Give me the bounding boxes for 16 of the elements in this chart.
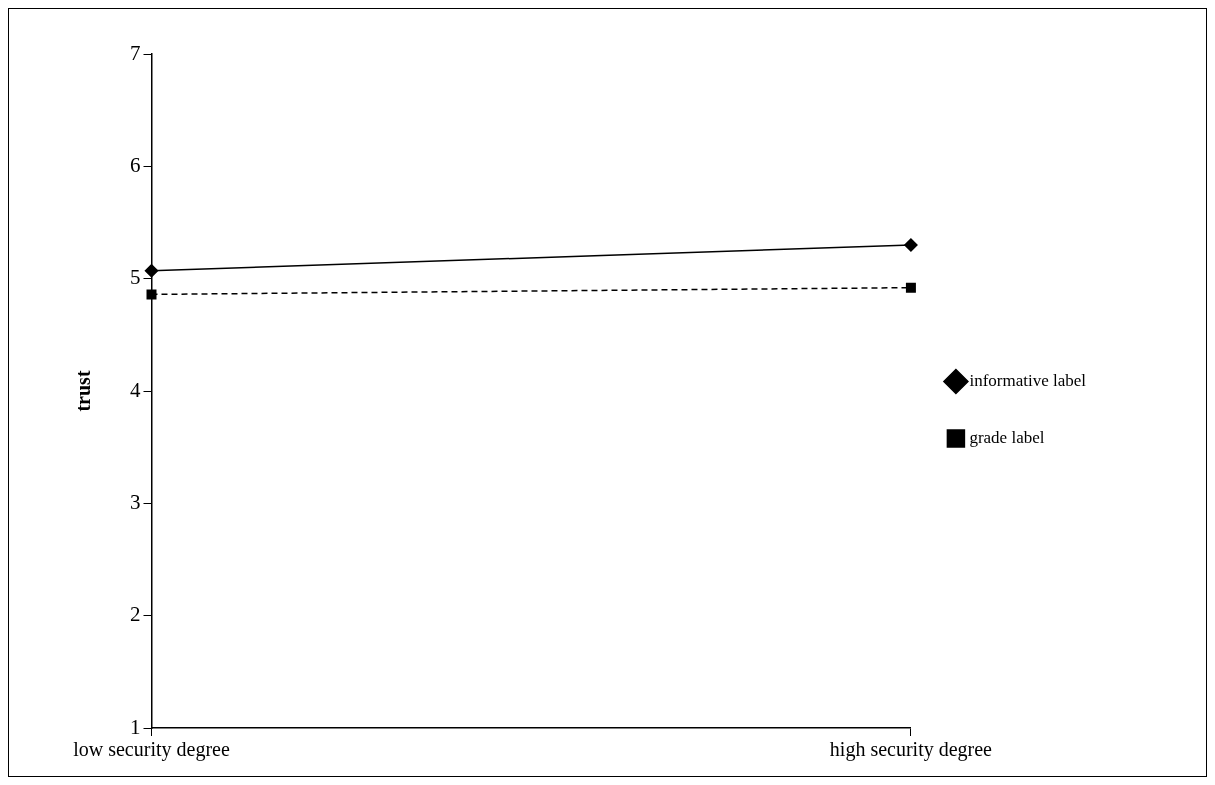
point [904, 238, 918, 252]
x-tick-label: high security degree [829, 738, 993, 762]
y-tick-label: 2 [130, 602, 141, 627]
y-tick-label: 1 [130, 714, 141, 739]
y-tick-label: 5 [130, 265, 141, 290]
y-tick-label: 6 [130, 152, 141, 177]
legend-label: grade label [969, 427, 1045, 447]
legend-label: informative label [969, 370, 1087, 390]
y-tick-label: 3 [130, 489, 141, 514]
y-tick-label: 7 [130, 40, 141, 65]
y-tick-label: 4 [130, 377, 141, 402]
point [144, 264, 159, 278]
y-axis-title: trust [72, 370, 95, 412]
x-tick-label: low security degree [73, 738, 230, 762]
point [146, 289, 157, 300]
point [905, 282, 916, 293]
